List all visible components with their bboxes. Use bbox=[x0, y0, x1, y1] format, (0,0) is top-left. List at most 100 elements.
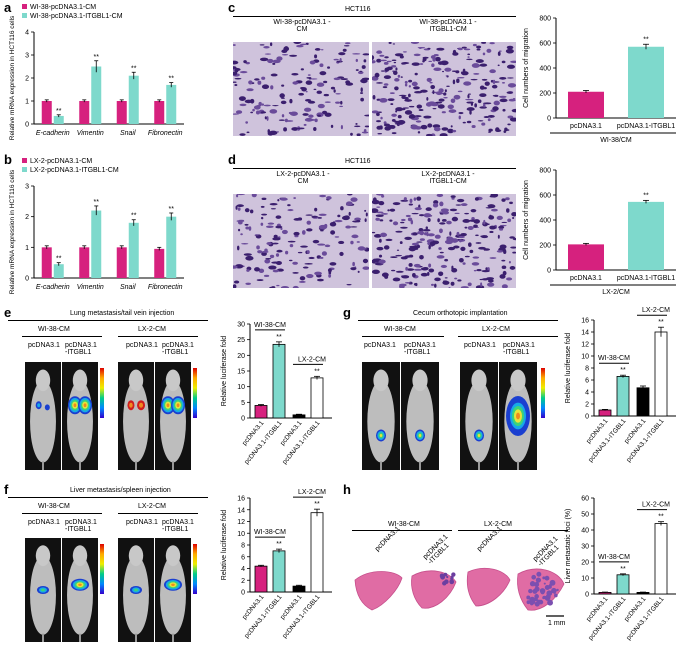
cell bbox=[276, 56, 283, 61]
y-tick-label: 600 bbox=[539, 193, 551, 200]
cell bbox=[440, 264, 448, 268]
cell bbox=[470, 78, 478, 81]
cell bbox=[426, 97, 429, 101]
significance-label: ** bbox=[658, 514, 664, 521]
cell bbox=[451, 70, 458, 72]
cell bbox=[391, 65, 397, 68]
cell bbox=[280, 286, 289, 288]
cell bbox=[476, 45, 481, 48]
cell bbox=[233, 66, 237, 69]
cell bbox=[340, 100, 343, 105]
cell bbox=[477, 120, 484, 122]
cell bbox=[506, 129, 510, 131]
cell bbox=[321, 251, 327, 256]
cell bbox=[261, 84, 270, 90]
mouse-body bbox=[160, 380, 186, 463]
cell bbox=[414, 207, 422, 211]
cell bbox=[404, 99, 413, 102]
panel-label-d: d bbox=[228, 152, 236, 167]
cell bbox=[291, 73, 299, 76]
cell bbox=[418, 47, 422, 49]
significance-label: ** bbox=[620, 566, 626, 573]
cell bbox=[293, 42, 302, 44]
cell bbox=[482, 103, 486, 108]
y-tick-label: 14 bbox=[237, 507, 245, 514]
cell bbox=[288, 111, 292, 115]
cell bbox=[272, 62, 276, 65]
y-tick-label: 400 bbox=[539, 218, 551, 225]
metastatic-focus bbox=[446, 575, 449, 579]
legend-b-text-2: LX-2-pcDNA3.1-ITGBL1-CM bbox=[30, 167, 119, 174]
cell bbox=[352, 53, 361, 55]
cell bbox=[334, 219, 343, 223]
cell bbox=[405, 214, 411, 218]
f-cond2: pcDNA3.1 -ITGBL1 bbox=[65, 519, 97, 533]
cell bbox=[297, 251, 303, 254]
signal bbox=[166, 403, 170, 407]
x-tick-label: Fibronectin bbox=[148, 130, 183, 137]
group-label: WI-38-CM bbox=[254, 529, 286, 536]
cell bbox=[498, 50, 502, 52]
cell bbox=[380, 59, 388, 62]
y-tick-label: 30 bbox=[581, 544, 589, 551]
cell bbox=[311, 215, 318, 218]
cell bbox=[487, 118, 491, 122]
cell bbox=[333, 58, 339, 61]
h-group1: WI-38-CM bbox=[388, 521, 420, 528]
cell bbox=[420, 272, 429, 277]
cell bbox=[338, 240, 345, 245]
bar bbox=[128, 222, 139, 278]
cell bbox=[376, 82, 383, 84]
mouse-body bbox=[123, 555, 149, 635]
e-mouse-image-3 bbox=[118, 362, 154, 470]
cell bbox=[314, 54, 318, 59]
cell bbox=[496, 250, 504, 253]
cell bbox=[437, 61, 444, 65]
cell bbox=[469, 110, 472, 115]
legend-b-item-2: LX-2-pcDNA3.1-ITGBL1-CM bbox=[22, 167, 119, 174]
mouse-head bbox=[510, 369, 526, 392]
cell bbox=[414, 72, 418, 76]
bar bbox=[598, 409, 612, 417]
f-group2-rule bbox=[118, 513, 198, 514]
cell bbox=[457, 76, 465, 79]
cell bbox=[450, 195, 456, 199]
cell bbox=[460, 286, 469, 288]
cell bbox=[448, 287, 451, 288]
cell bbox=[428, 244, 431, 250]
cell bbox=[431, 63, 435, 68]
cell bbox=[269, 286, 276, 288]
cell bbox=[360, 97, 364, 102]
f-cond3: pcDNA3.1 bbox=[126, 519, 158, 526]
cell bbox=[302, 113, 309, 116]
cell bbox=[410, 219, 414, 225]
h-tissue-images bbox=[354, 567, 565, 617]
cell bbox=[234, 83, 238, 87]
cell bbox=[361, 131, 369, 134]
cell bbox=[427, 217, 431, 222]
cell bbox=[425, 226, 428, 230]
cell bbox=[434, 234, 441, 239]
cell bbox=[233, 71, 238, 76]
metastatic-focus bbox=[534, 581, 540, 588]
metastatic-focus bbox=[538, 599, 544, 605]
cell bbox=[392, 277, 401, 282]
e-mouse-4 bbox=[160, 369, 186, 470]
f-group1: WI-38-CM bbox=[38, 503, 70, 510]
cell bbox=[372, 55, 375, 60]
cell bbox=[355, 69, 359, 71]
g-cond2: pcDNA3.1 -ITGBL1 bbox=[404, 342, 436, 356]
cell bbox=[348, 211, 351, 216]
signal bbox=[44, 404, 50, 411]
cell bbox=[357, 246, 366, 251]
metastatic-focus bbox=[443, 572, 448, 577]
cell bbox=[292, 271, 299, 274]
cell bbox=[498, 225, 505, 229]
f-title-rule bbox=[8, 497, 208, 498]
cell bbox=[252, 108, 255, 112]
cell bbox=[414, 91, 423, 94]
cell bbox=[512, 251, 516, 254]
cell bbox=[376, 211, 384, 214]
cell bbox=[458, 47, 463, 51]
cell bbox=[344, 215, 350, 220]
